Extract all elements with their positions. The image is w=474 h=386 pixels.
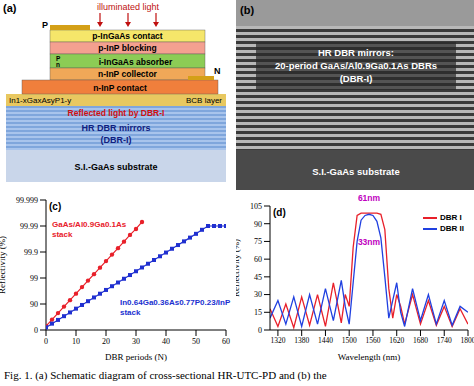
svg-text:45: 45 [254,273,262,282]
svg-text:i-InGaAs absorber: i-InGaAs absorber [99,57,173,67]
svg-text:BCB layer: BCB layer [186,96,222,105]
svg-text:60: 60 [254,255,262,264]
svg-text:30: 30 [132,337,140,346]
svg-text:(b): (b) [240,4,254,16]
svg-text:99.99: 99.99 [20,222,38,231]
svg-text:HR DBR mirrors:: HR DBR mirrors: [318,47,394,58]
html-text:61nm: 61nm [357,193,381,203]
svg-text:0: 0 [44,337,48,346]
svg-text:15: 15 [254,308,262,317]
svg-text:Wavelength (nm): Wavelength (nm) [338,352,401,362]
svg-text:0: 0 [258,326,262,335]
svg-text:105: 105 [250,202,262,211]
svg-text:1560: 1560 [365,336,380,345]
svg-text:1380: 1380 [294,336,309,345]
svg-text:99.9: 99.9 [24,248,38,257]
svg-text:20-period GaAs/Al0.9Ga0.1As DB: 20-period GaAs/Al0.9Ga0.1As DBRs [275,60,437,71]
svg-text:S.I.-GaAs substrate: S.I.-GaAs substrate [312,166,400,177]
svg-text:99: 99 [30,274,38,283]
svg-text:50: 50 [192,337,200,346]
svg-text:1800: 1800 [461,336,467,345]
svg-text:DBR periods (N): DBR periods (N) [105,352,167,362]
svg-text:n-InP contact: n-InP contact [93,83,147,93]
svg-text:1320: 1320 [270,336,285,345]
svg-text:1740: 1740 [437,336,452,345]
svg-text:Reflected light by DBR-I: Reflected light by DBR-I [68,108,165,118]
svg-text:N: N [214,66,221,76]
svg-text:HR DBR mirrors: HR DBR mirrors [81,123,150,133]
svg-text:p-InGaAs contact: p-InGaAs contact [92,31,163,41]
svg-text:(DBR-I): (DBR-I) [101,135,132,145]
html-text:GaAs/Al0.9Ga0.1As stack: GaAs/Al0.9Ga0.1As stack [52,220,127,239]
svg-text:Reflectivity (%): Reflectivity (%) [236,239,241,297]
html-text:33nm: 33nm [357,237,381,247]
svg-text:P: P [56,55,61,62]
html-text:(d): (d) [273,207,286,218]
svg-text:(a): (a) [8,2,17,14]
html-text:In0.64Ga0.36As0.77P0.23/InP st: In0.64Ga0.36As0.77P0.23/InP stack [120,298,231,317]
svg-text:90: 90 [254,220,262,229]
html-text:(c): (c) [49,201,62,212]
html-text:DBR II: DBR II [440,224,464,233]
svg-text:20: 20 [102,337,110,346]
svg-text:p-InP blocking: p-InP blocking [98,43,156,53]
html-text:Fig. 1. (a) Schematic diagram: Fig. 1. (a) Schematic diagram of cross-s… [4,369,327,381]
svg-text:0: 0 [34,326,38,335]
html-text:DBR I: DBR I [440,213,462,222]
svg-text:illuminated light: illuminated light [97,2,160,12]
svg-text:(DBR-I): (DBR-I) [340,73,373,84]
svg-text:75: 75 [254,237,262,246]
svg-text:99.999: 99.999 [16,196,38,205]
svg-text:1620: 1620 [389,336,404,345]
svg-text:1440: 1440 [318,336,333,345]
svg-text:In1-xGaxAsyP1-y: In1-xGaxAsyP1-y [9,96,71,105]
svg-text:1500: 1500 [342,336,357,345]
svg-text:1680: 1680 [413,336,428,345]
svg-text:n-InP collector: n-InP collector [98,69,158,79]
svg-text:10: 10 [72,337,80,346]
svg-text:40: 40 [162,337,170,346]
svg-text:P: P [42,20,48,30]
svg-text:60: 60 [222,337,230,346]
svg-text:90: 90 [30,300,38,309]
svg-text:30: 30 [254,290,262,299]
svg-text:S.I.-GaAs substrate: S.I.-GaAs substrate [74,162,157,172]
svg-text:n: n [56,61,60,68]
